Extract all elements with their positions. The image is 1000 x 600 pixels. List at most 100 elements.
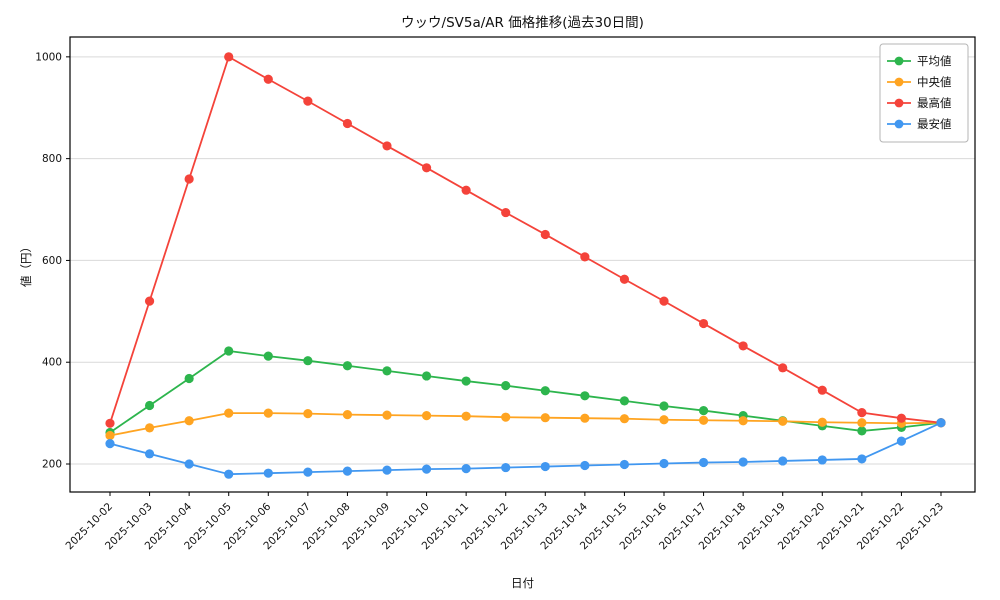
marker-max [778, 363, 788, 373]
marker-average [144, 400, 155, 411]
y-tick-label: 600 [42, 255, 62, 267]
marker-max [698, 318, 709, 329]
marker-max [342, 118, 353, 129]
marker-median [144, 423, 155, 433]
legend-box [879, 43, 969, 143]
marker-max [817, 385, 827, 395]
marker-min [303, 467, 313, 477]
marker-min [501, 462, 511, 473]
series-max [105, 52, 946, 428]
plot-frame [69, 36, 976, 493]
marker-median [303, 409, 313, 419]
marker-max [303, 96, 313, 106]
marker-min [105, 439, 115, 449]
marker-max [461, 185, 471, 195]
y-axis-label: 値（円） [19, 241, 33, 287]
marker-max [421, 163, 432, 173]
legend-marker-average [894, 56, 904, 66]
marker-median [738, 416, 748, 426]
marker-median [580, 413, 590, 423]
marker-min [698, 457, 709, 468]
marker-min [817, 455, 827, 465]
legend-marker-min [894, 119, 904, 129]
marker-max [738, 341, 748, 351]
legend-label-max: 最高値 [917, 96, 952, 110]
marker-average [698, 405, 709, 416]
legend-label-median: 中央値 [917, 75, 952, 89]
marker-min [224, 469, 234, 479]
marker-min [342, 466, 353, 476]
plot-area [70, 37, 975, 492]
y-axis-ticks: 200 400 600 800 1000 [35, 51, 70, 471]
marker-min [382, 465, 392, 475]
marker-average [184, 373, 194, 384]
marker-max [580, 252, 590, 262]
marker-max [619, 274, 630, 284]
marker-min [659, 458, 669, 469]
marker-median [461, 411, 471, 421]
marker-median [817, 417, 827, 427]
chart-title: ウッウ/SV5a/AR 価格推移(過去30日間) [401, 15, 644, 31]
marker-average [303, 356, 313, 366]
marker-max [540, 229, 550, 240]
marker-average [857, 426, 867, 436]
marker-median [342, 410, 353, 420]
x-axis-label: 日付 [511, 576, 534, 590]
marker-median [382, 410, 392, 420]
marker-average [619, 396, 630, 406]
marker-average [263, 351, 273, 361]
marker-average [421, 371, 432, 381]
marker-average [224, 346, 234, 356]
marker-average [580, 391, 590, 401]
marker-median [619, 414, 630, 424]
marker-min [263, 468, 273, 478]
marker-min [619, 459, 630, 470]
marker-min [421, 464, 432, 474]
legend-item-max: 最高値 [887, 96, 952, 110]
marker-average [501, 381, 511, 391]
marker-max [501, 207, 511, 218]
marker-min [896, 436, 907, 446]
x-axis-ticks: 2025-10-022025-10-032025-10-042025-10-05… [63, 492, 946, 552]
marker-median [224, 408, 234, 418]
y-tick-label: 400 [42, 357, 62, 369]
marker-max [896, 413, 907, 423]
legend-item-average: 平均値 [887, 54, 952, 68]
marker-min [461, 463, 471, 474]
marker-max [184, 174, 194, 184]
marker-average [659, 401, 669, 411]
marker-min [778, 456, 788, 466]
marker-max [105, 418, 115, 428]
marker-median [857, 418, 867, 428]
marker-average [342, 361, 353, 371]
marker-median [540, 413, 550, 423]
marker-max [382, 141, 392, 151]
marker-average [461, 376, 471, 386]
marker-min [738, 457, 748, 467]
legend-item-min: 最安値 [887, 117, 952, 131]
marker-median [184, 416, 194, 426]
marker-min [857, 454, 867, 464]
marker-max [857, 408, 867, 418]
marker-min [580, 460, 590, 471]
marker-median [698, 415, 709, 425]
marker-median [659, 415, 669, 425]
marker-min [540, 461, 550, 472]
marker-max [659, 296, 669, 306]
y-tick-label: 1000 [35, 51, 62, 63]
legend-item-median: 中央値 [887, 75, 952, 89]
marker-median [421, 411, 432, 421]
marker-min [184, 459, 194, 469]
marker-max [224, 52, 234, 62]
marker-max [144, 296, 155, 306]
marker-min [936, 418, 946, 428]
legend-label-average: 平均値 [917, 54, 952, 68]
series-min [105, 418, 946, 479]
legend-marker-median [894, 77, 904, 87]
legend-marker-max [894, 98, 904, 108]
marker-median [263, 408, 273, 418]
marker-median [778, 416, 788, 426]
